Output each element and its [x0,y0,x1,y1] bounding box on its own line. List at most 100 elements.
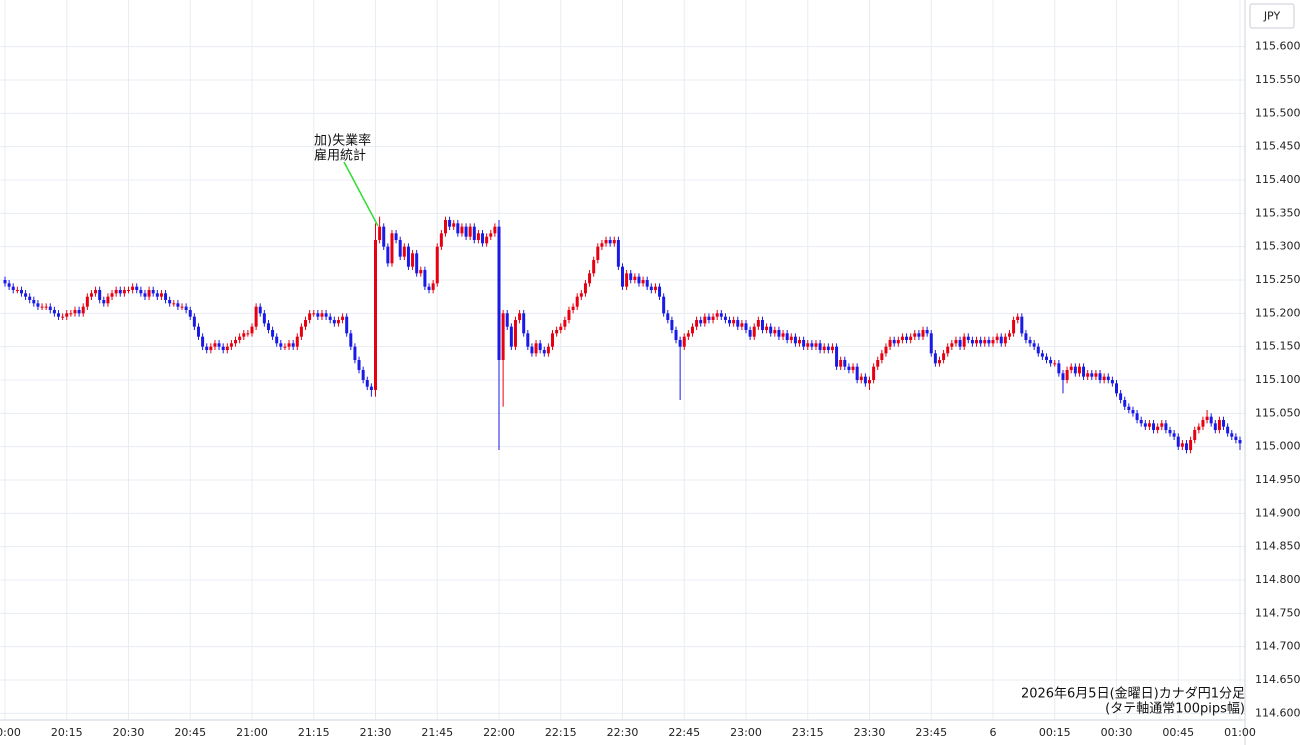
candle-body [686,333,690,337]
x-tick-label: 21:30 [360,726,392,739]
x-tick-label: 23:45 [915,726,947,739]
candle-body [378,226,382,240]
candle-body [365,380,369,387]
y-tick-label: 115.550 [1255,73,1300,86]
candle-body [1238,440,1242,444]
candle-body [242,333,246,337]
candle-body [1106,376,1110,380]
candle-body [196,326,200,337]
candle-body [143,293,147,297]
candle-body [847,366,851,370]
candle-body [1139,420,1143,424]
candle-body [423,270,427,287]
candle-body [254,306,258,327]
candle-body [481,233,485,244]
candle-body [122,290,126,294]
candle-body [386,246,390,264]
candle-body [332,320,336,324]
candle-body [625,273,629,287]
candle-body [1061,373,1065,380]
candle-body [452,223,456,227]
candle-body [649,286,653,290]
candle-body [666,313,670,320]
candle-body [250,326,254,334]
candle-body [1172,433,1176,437]
candle-body [629,273,633,280]
candle-body [900,336,904,340]
candle-body [262,313,266,324]
currency-box [1249,3,1295,29]
candle-body [966,336,970,340]
candle-body [312,313,316,315]
candle-body [304,320,308,327]
candle-body [464,226,468,237]
candle-body [89,293,93,297]
candle-body [1234,436,1238,440]
x-tick-label: 20:45 [174,726,206,739]
candle-body [419,270,423,274]
candle-body [221,346,225,350]
candle-body [1180,443,1184,447]
candle-body [798,340,802,344]
candle-body [415,253,419,274]
candle-body [32,300,36,304]
candle-body [114,290,118,294]
candle-body [571,306,575,310]
candle-body [868,380,871,384]
candle-body [164,293,168,300]
candle-body [361,370,365,380]
candle-body [1193,430,1197,440]
candle-body [946,346,950,354]
candle-body [929,333,933,354]
x-tick-label: 23:15 [792,726,824,739]
candle-body [1053,363,1057,365]
x-tick-label: 20:00 [0,726,21,739]
candle-body [184,306,188,310]
candle-body [752,326,756,337]
candle-body [159,293,163,297]
candle-body [851,366,855,370]
candle-body [806,343,810,347]
candle-body [711,316,715,320]
candle-body [588,273,592,284]
y-tick-label: 115.500 [1255,106,1300,119]
x-tick-label: 20:30 [113,726,145,739]
candle-body [131,286,135,290]
candle-body [476,233,480,240]
candle-body [802,340,806,347]
candle-body [1226,426,1230,434]
candle-body [172,303,176,305]
candle-body [497,226,501,360]
candle-body [917,333,921,337]
candle-body [65,313,69,317]
candle-body [460,226,464,234]
candle-body [279,343,283,347]
candle-body [135,286,139,290]
candle-body [127,290,130,291]
candle-body [1131,410,1135,414]
candle-body [180,306,184,308]
candle-body [583,283,587,294]
candle-body [933,353,937,364]
candle-body [1077,366,1081,374]
candle-body [987,340,991,344]
candle-body [670,320,674,330]
candle-body [835,346,839,367]
candle-body [937,360,941,364]
caption: 2026年6月5日(金曜日)カナダ円1分足 [1021,686,1245,702]
candle-body [1143,423,1147,427]
candle-body [1036,346,1040,354]
candle-body [1057,363,1061,374]
x-tick-label: 21:45 [421,726,453,739]
candle-body [402,246,406,257]
candle-body [1147,423,1151,427]
candle-body [979,340,983,344]
candle-body [518,313,522,320]
candle-body [1049,360,1053,364]
candle-body [884,346,888,354]
x-tick-label: 01:00 [1224,726,1256,739]
candle-body [472,226,476,240]
x-tick-label: 00:45 [1162,726,1194,739]
candle-body [958,340,962,347]
candle-body [192,316,196,327]
